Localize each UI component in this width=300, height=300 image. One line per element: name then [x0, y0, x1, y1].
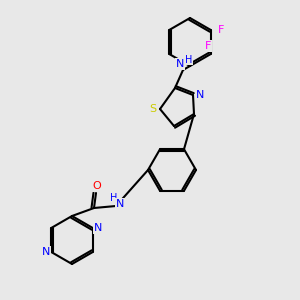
- Text: N: N: [94, 223, 102, 233]
- Text: O: O: [93, 181, 101, 191]
- Text: N: N: [42, 247, 50, 257]
- Text: N: N: [116, 199, 124, 209]
- Text: F: F: [218, 25, 224, 35]
- Text: H: H: [185, 55, 193, 65]
- Text: H: H: [110, 193, 118, 203]
- Text: N: N: [196, 90, 204, 100]
- Text: N: N: [176, 59, 184, 69]
- Text: F: F: [205, 41, 211, 51]
- Text: S: S: [149, 104, 157, 114]
